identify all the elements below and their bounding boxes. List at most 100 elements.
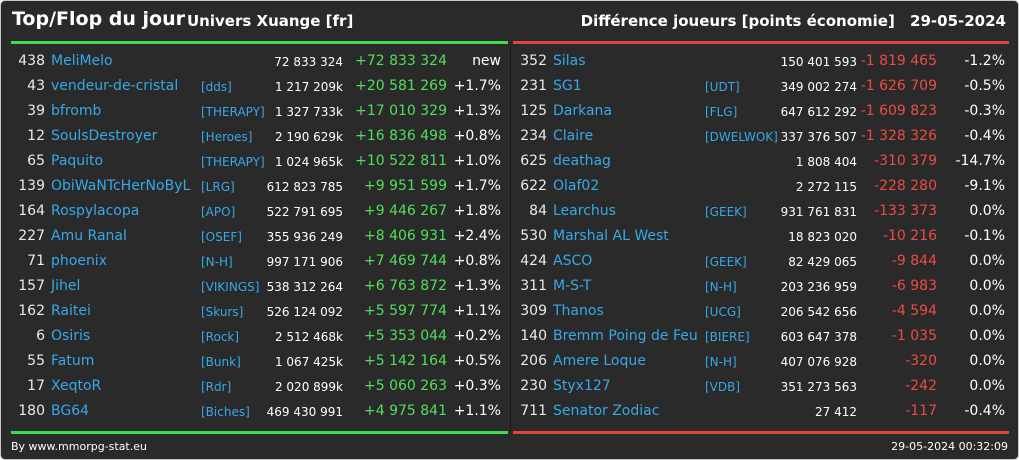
player-name-link[interactable]: Learchus (553, 203, 616, 219)
top-row: 164 Rospylacopa [APO] 522 791 695 +9 446 267… (11, 198, 508, 223)
alliance-tag-link[interactable]: [UCG] (705, 305, 741, 319)
alliance-tag-link[interactable]: [Skurs] (201, 305, 244, 319)
alliance-tag-link[interactable]: [N-H] (705, 280, 737, 294)
player-name-link[interactable]: Darkana (553, 103, 613, 119)
top-gainers-list: 438 MeliMelo 72 833 324 +72 833 324 new 43 ven… (11, 48, 508, 423)
player-points: 1 067 425k (274, 355, 343, 369)
player-name-link[interactable]: Paquito (51, 153, 104, 169)
player-name-link[interactable]: SoulsDestroyer (51, 128, 158, 144)
percent-change: +0.5% (453, 353, 501, 369)
player-name-link[interactable]: XeqtoR (51, 378, 102, 394)
flop-row: 84 Learchus [GEEK] 931 761 831 -133 373 0.0% (513, 198, 1009, 223)
alliance-tag-link[interactable]: [Rock] (201, 330, 240, 344)
points-difference: -310 379 (874, 153, 937, 169)
player-name-link[interactable]: Osiris (51, 328, 91, 344)
percent-change: +0.3% (453, 378, 501, 394)
player-name-link[interactable]: Bremm Poing de Feu (553, 328, 698, 344)
alliance-tag-link[interactable]: [LRG] (201, 180, 235, 194)
alliance-tag-link[interactable]: [UDT] (705, 80, 740, 94)
alliance-tag-link[interactable]: [VIKINGS] (201, 280, 260, 294)
points-difference: -10 216 (882, 228, 937, 244)
percent-change: +1.3% (453, 278, 501, 294)
percent-change: 0.0% (969, 353, 1005, 369)
page-title: Top/Flop du jour (12, 8, 185, 30)
player-name-link[interactable]: MeliMelo (51, 53, 113, 69)
player-points: 18 823 020 (788, 230, 857, 244)
points-difference: -228 280 (874, 178, 937, 194)
percent-change: +1.8% (453, 203, 501, 219)
player-rank: 71 (27, 253, 45, 269)
player-points: 150 401 593 (780, 55, 857, 69)
alliance-tag-link[interactable]: [THERAPY] (201, 105, 265, 119)
alliance-tag-link[interactable]: [VDB] (705, 380, 741, 394)
player-name-link[interactable]: deathag (553, 153, 611, 169)
alliance-tag-link[interactable]: [BIERE] (705, 330, 750, 344)
alliance-tag-link[interactable]: [GEEK] (705, 255, 747, 269)
player-points: 526 124 092 (266, 305, 343, 319)
player-name-link[interactable]: ObiWaNTcHerNoByL (51, 178, 191, 194)
alliance-tag-link[interactable]: [DWELWOK] (705, 130, 778, 144)
player-name-link[interactable]: Thanos (553, 303, 604, 319)
points-difference: +17 010 329 (355, 103, 447, 119)
points-difference: -6 983 (891, 278, 937, 294)
player-name-link[interactable]: phoenix (51, 253, 107, 269)
player-name-link[interactable]: Styx127 (553, 378, 611, 394)
player-points: 337 376 507 (780, 130, 857, 144)
alliance-tag-link[interactable]: [FLG] (705, 105, 738, 119)
player-name-link[interactable]: Olaf02 (553, 178, 600, 194)
alliance-tag-link[interactable]: [Heroes] (201, 130, 253, 144)
alliance-tag-link[interactable]: [Bunk] (201, 355, 241, 369)
points-difference: +5 353 044 (364, 328, 447, 344)
player-points: 27 412 (815, 405, 857, 419)
points-difference: +5 060 263 (364, 378, 447, 394)
player-name-link[interactable]: Jihel (51, 278, 81, 294)
player-name-link[interactable]: Raitei (51, 303, 91, 319)
alliance-tag-link[interactable]: [N-H] (201, 255, 233, 269)
alliance-tag-link[interactable]: [GEEK] (705, 205, 747, 219)
player-name-link[interactable]: Senator Zodiac (553, 403, 660, 419)
player-name-link[interactable]: SG1 (553, 78, 582, 94)
player-points: 203 236 959 (780, 280, 857, 294)
alliance-tag-link[interactable]: [N-H] (705, 355, 737, 369)
player-rank: 12 (27, 128, 45, 144)
alliance-tag-link[interactable]: [dds] (201, 80, 232, 94)
flop-header-bar (513, 41, 1009, 44)
player-name-link[interactable]: Amu Ranal (51, 228, 127, 244)
player-name-link[interactable]: Fatum (51, 353, 95, 369)
points-difference: -320 (905, 353, 937, 369)
player-name-link[interactable]: Silas (553, 53, 586, 69)
flop-row: 125 Darkana [FLG] 647 612 292 -1 609 823 -0.3… (513, 98, 1009, 123)
top-header-bar (11, 41, 508, 44)
flop-row: 711 Senator Zodiac 27 412 -117 -0.4% (513, 398, 1009, 423)
flop-row: 622 Olaf02 2 272 115 -228 280 -9.1% (513, 173, 1009, 198)
player-name-link[interactable]: bfromb (51, 103, 102, 119)
player-points: 82 429 065 (788, 255, 857, 269)
alliance-tag-link[interactable]: [APO] (201, 205, 236, 219)
player-name-link[interactable]: Marshal AL West (553, 228, 669, 244)
player-name-link[interactable]: M-S-T (553, 278, 592, 294)
top-row: 227 Amu Ranal [OSEF] 355 936 249 +8 406 931 +… (11, 223, 508, 248)
points-difference: -133 373 (874, 203, 937, 219)
percent-change: +2.4% (453, 228, 501, 244)
points-difference: +9 446 267 (364, 203, 447, 219)
top-row: 17 XeqtoR [Rdr] 2 020 899k +5 060 263 +0.3% (11, 373, 508, 398)
alliance-tag-link[interactable]: [Biches] (201, 405, 250, 419)
player-points: 2 020 899k (274, 380, 343, 394)
header: Top/Flop du jour Univers Xuange [fr] Dif… (1, 1, 1018, 41)
player-name-link[interactable]: vendeur-de-cristal (51, 78, 179, 94)
top-row: 162 Raitei [Skurs] 526 124 092 +5 597 774 +1.… (11, 298, 508, 323)
player-rank: 43 (27, 78, 45, 94)
player-name-link[interactable]: Amere Loque (553, 353, 646, 369)
player-name-link[interactable]: ASCO (553, 253, 593, 269)
alliance-tag-link[interactable]: [THERAPY] (201, 155, 265, 169)
player-name-link[interactable]: BG64 (51, 403, 90, 419)
player-points: 612 823 785 (266, 180, 343, 194)
player-name-link[interactable]: Claire (553, 128, 594, 144)
percent-change: +1.7% (453, 78, 501, 94)
alliance-tag-link[interactable]: [Rdr] (201, 380, 232, 394)
points-difference: +10 522 811 (355, 153, 447, 169)
player-name-link[interactable]: Rospylacopa (51, 203, 140, 219)
alliance-tag-link[interactable]: [OSEF] (201, 230, 242, 244)
player-points: 997 171 906 (266, 255, 343, 269)
percent-change: +1.3% (453, 103, 501, 119)
